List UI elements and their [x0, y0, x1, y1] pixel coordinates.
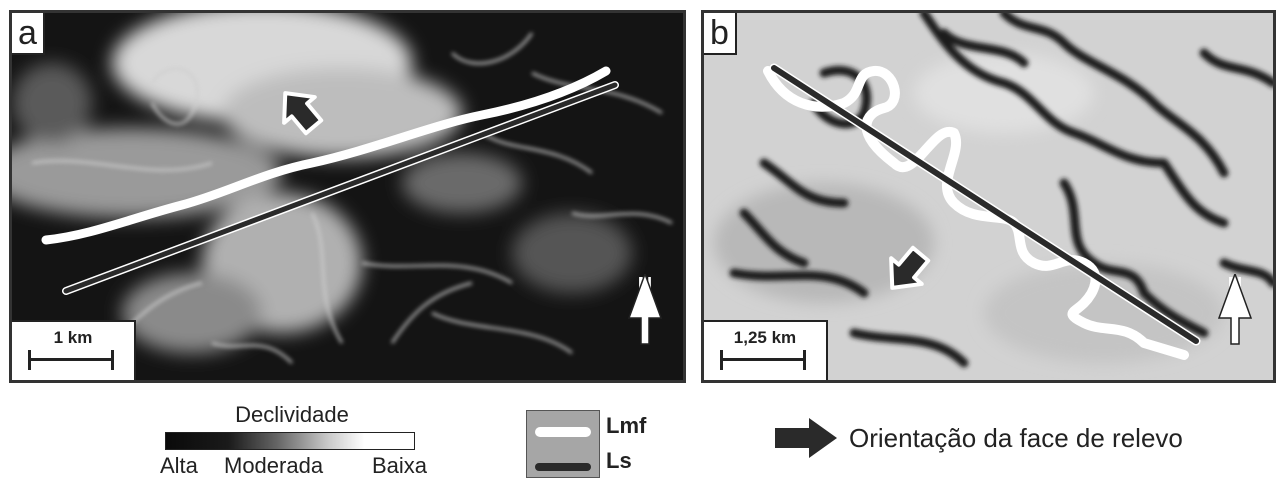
map-panel-b: b 1,25 km N [701, 10, 1276, 383]
legend-label-baixa: Baixa [372, 453, 428, 478]
slope-map-b [704, 13, 1273, 380]
low-slope-zones [12, 13, 632, 353]
legend-label-lmf: Lmf [606, 413, 647, 438]
north-arrow-a: N [627, 274, 663, 370]
north-arrow-b: N [1217, 274, 1253, 370]
legend-declividade-title: Declividade [235, 402, 349, 427]
legend-lines: Lmf Ls [526, 410, 676, 480]
scale-line-b [720, 350, 806, 370]
relief-face-arrow-icon [889, 245, 931, 290]
north-arrow-icon [627, 274, 663, 345]
ls-line [771, 65, 1199, 344]
lmf-swatch [535, 427, 591, 437]
drainage-channels [729, 13, 1273, 368]
north-arrow-icon [1217, 274, 1253, 345]
legend-declividade: Declividade Alta Moderada Baixa [160, 400, 428, 479]
ls-line [63, 82, 618, 294]
legend-gradient-bar [165, 432, 415, 450]
slope-map-a [12, 13, 683, 380]
scale-label-b: 1,25 km [733, 328, 797, 347]
relief-face-arrow-icon [282, 91, 324, 136]
panel-letter-a: a [12, 13, 45, 55]
legend-lines-swatch [526, 410, 600, 478]
legend-arrow: Orientação da face de relevo [775, 418, 1255, 458]
scale-line-a [28, 350, 114, 370]
scale-bar-b: 1,25 km [704, 320, 828, 380]
legend-label-alta: Alta [160, 453, 198, 478]
scale-bar-a: 1 km [12, 320, 136, 380]
legend-arrow-label: Orientação da face de relevo [849, 423, 1183, 453]
thick-arrow-icon [775, 418, 837, 458]
map-panel-a: a 1 km N [9, 10, 686, 383]
lmf-line [763, 66, 1189, 360]
lmf-line [41, 66, 611, 245]
legend-label-ls: Ls [606, 448, 632, 473]
scale-label-a: 1 km [53, 328, 93, 347]
ls-swatch [535, 463, 591, 471]
panel-letter-b: b [704, 13, 737, 55]
legend-label-moderada: Moderada [224, 453, 324, 478]
